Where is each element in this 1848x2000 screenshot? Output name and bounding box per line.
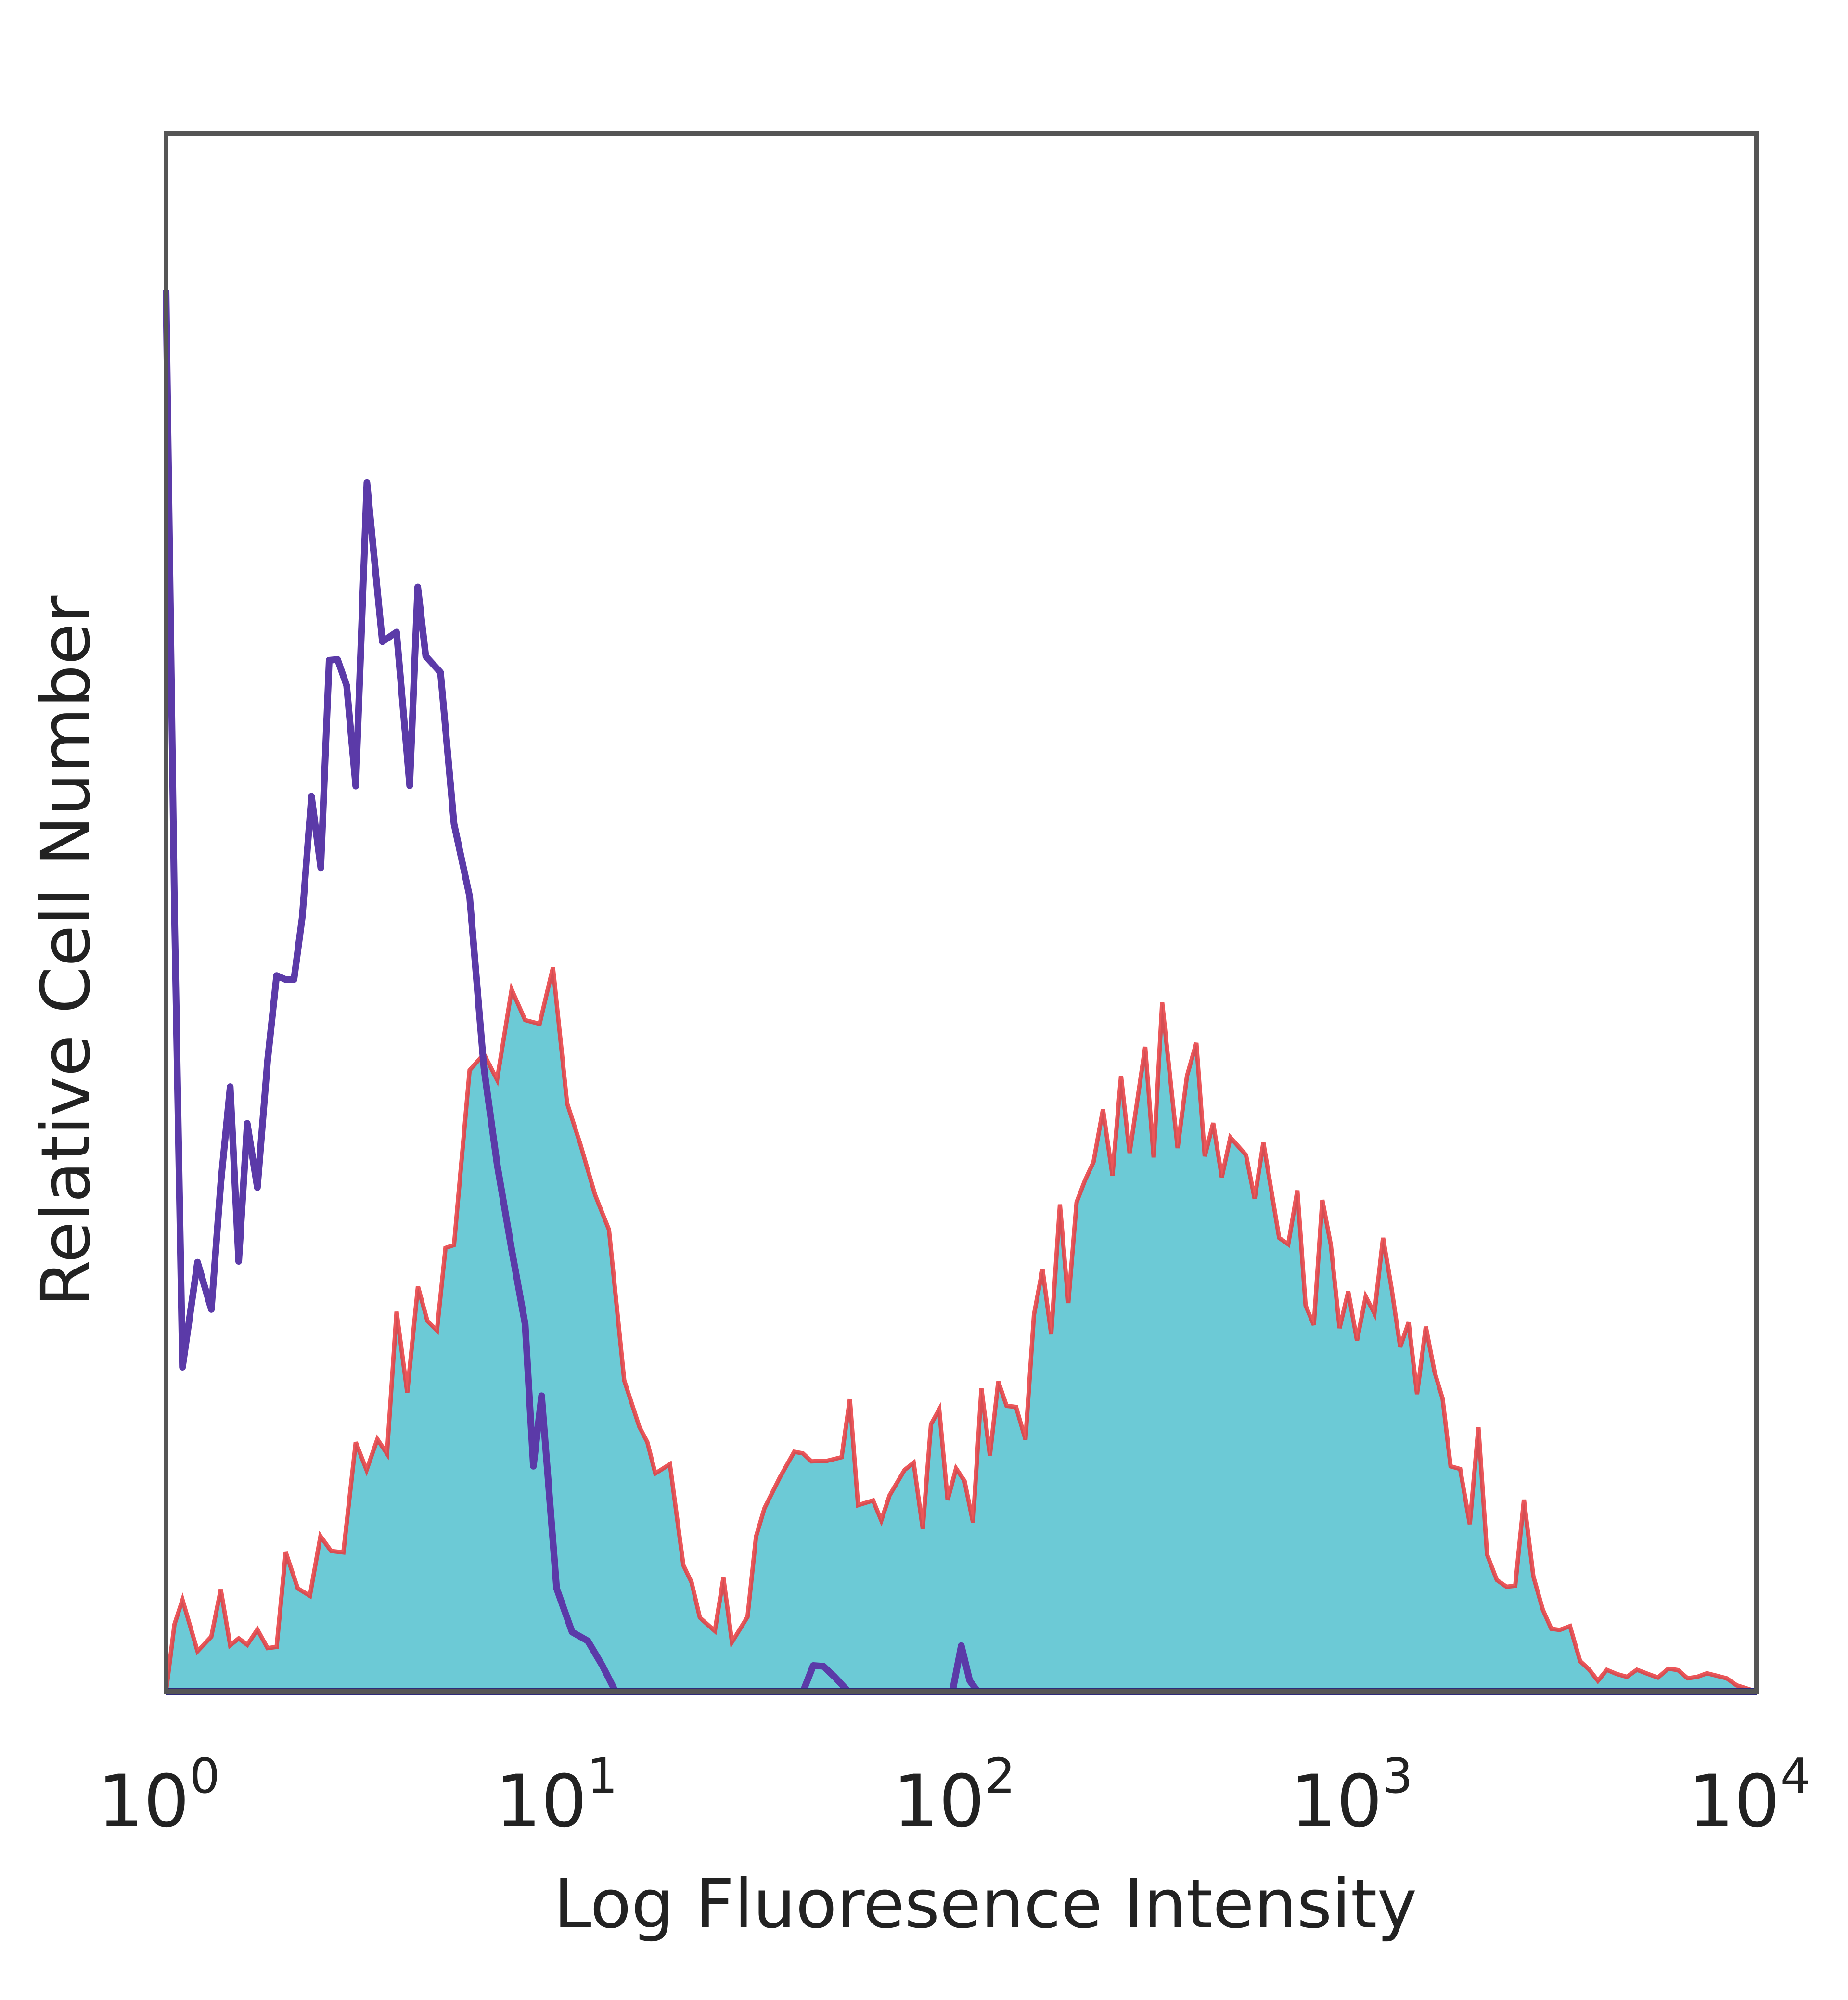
x-tick-label-1: 101: [495, 1748, 618, 1844]
plot-frame: [164, 131, 1759, 1694]
plot-area: [163, 290, 1758, 1695]
x-tick-label-2: 102: [893, 1748, 1015, 1844]
y-axis-title: Relative Cell Number: [27, 595, 105, 1307]
x-tick-label-3: 103: [1291, 1748, 1413, 1844]
x-tick-label-4: 104: [1688, 1748, 1811, 1844]
x-axis-ticks: 100 101 102 103 104: [98, 1748, 1811, 1844]
x-axis-title: Log Fluoresence Intensity: [554, 1865, 1417, 1944]
series-1-outline: [164, 967, 1758, 1694]
x-tick-label-0: 100: [98, 1748, 220, 1844]
series-1-area: [166, 967, 1757, 1692]
